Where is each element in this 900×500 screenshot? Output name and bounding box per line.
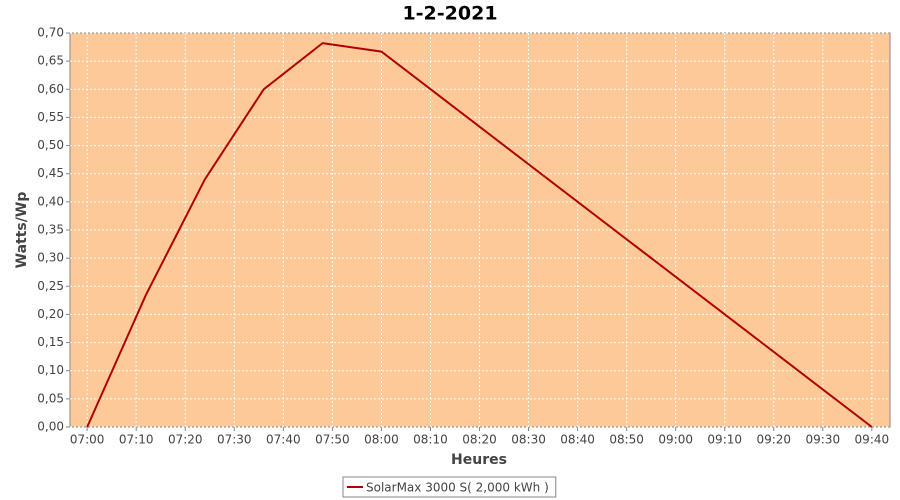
y-tick-label: 0,45 [37, 166, 64, 180]
chart-title: 1-2-2021 [402, 3, 497, 25]
y-tick-label: 0,70 [37, 26, 64, 40]
x-tick-label: 07:30 [217, 433, 252, 447]
x-tick-label: 07:50 [315, 433, 350, 447]
line [86, 42, 873, 428]
x-tick-label: 08:20 [462, 433, 497, 447]
x-tick-label: 09:20 [756, 433, 791, 447]
y-tick-label: 0,50 [37, 138, 64, 152]
x-tick-label: 07:10 [119, 433, 154, 447]
y-tick-label: 0,55 [37, 110, 64, 124]
y-axis-label: Watts/Wp [14, 192, 30, 269]
x-tick-label: 07:40 [266, 433, 301, 447]
x-tick-label: 08:10 [413, 433, 448, 447]
legend-box [342, 476, 557, 498]
x-tick-label: 08:40 [560, 433, 595, 447]
legend-label: SolarMax 3000 S( 2,000 kWh ) [366, 481, 549, 495]
x-tick-label: 09:00 [658, 433, 693, 447]
x-tick-label: 09:10 [707, 433, 742, 447]
y-tick-label: 0,60 [37, 82, 64, 96]
y-tick-label: 0,35 [37, 223, 64, 237]
x-tick-label: 08:50 [609, 433, 644, 447]
y-tick-label: 0,25 [37, 279, 64, 293]
x-tick-label: 07:00 [70, 433, 105, 447]
x-axis-label: Heures [451, 452, 507, 468]
x-tick-label: 09:30 [806, 433, 841, 447]
x-tick-label: 09:40 [855, 433, 890, 447]
y-tick-label: 0,05 [37, 391, 64, 405]
x-tick-label: 08:00 [364, 433, 399, 447]
x-tick-label: 08:30 [511, 433, 546, 447]
y-tick-label: 0,40 [37, 194, 64, 208]
x-tick-label: 07:20 [168, 433, 203, 447]
y-tick-label: 0,30 [37, 251, 64, 265]
y-tick-label: 0,20 [37, 307, 64, 321]
y-tick-label: 0,00 [37, 420, 64, 434]
y-tick-label: 0,10 [37, 363, 64, 377]
y-tick-label: 0,65 [37, 54, 64, 68]
y-tick-label: 0,15 [37, 335, 64, 349]
